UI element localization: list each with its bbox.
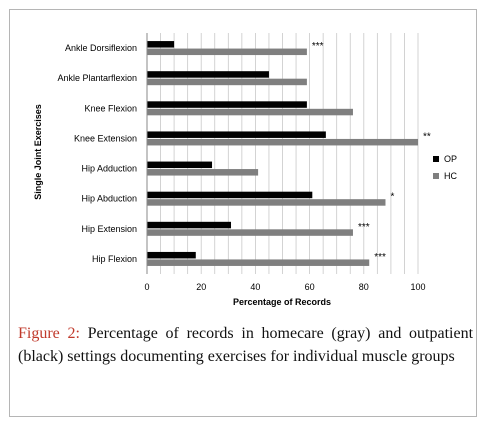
bar-hc-ankle-dorsiflexion <box>147 48 307 56</box>
category-label: Hip Extension <box>81 224 137 234</box>
category-labels: Ankle Dorsiflexion Ankle Plantarflexion Kn… <box>57 43 137 264</box>
legend-label-op: OP <box>444 154 457 164</box>
bar-hc-ankle-plantarflexion <box>147 78 307 86</box>
bar-op-hip-adduction <box>147 161 213 169</box>
y-axis-label: Single Joint Exercises <box>33 104 43 200</box>
grid-lines <box>160 33 419 274</box>
category-label: Hip Adduction <box>81 164 137 174</box>
figure-label: Figure 2: <box>18 325 80 342</box>
bar-op-ankle-plantarflexion <box>147 71 269 78</box>
x-tick-label: 40 <box>250 282 260 292</box>
x-tick-labels: 0 20 40 60 80 100 <box>144 282 425 292</box>
bar-op-hip-abduction <box>147 191 313 199</box>
x-tick-label: 60 <box>305 282 315 292</box>
category-label: Hip Abduction <box>81 194 137 204</box>
bar-hc-hip-extension <box>147 229 353 236</box>
bar-hc-knee-flexion <box>147 108 353 116</box>
legend-label-hc: HC <box>444 171 457 181</box>
legend: OP HC <box>433 154 457 181</box>
significance-mark: *** <box>312 41 324 52</box>
significance-mark: *** <box>374 252 386 263</box>
x-tick-label: 80 <box>359 282 369 292</box>
significance-mark: ** <box>423 131 431 142</box>
bars <box>147 41 418 266</box>
significance-mark: *** <box>358 222 370 233</box>
legend-swatch-op <box>433 156 439 162</box>
bar-op-knee-extension <box>147 131 326 138</box>
bar-hc-knee-extension <box>147 138 418 146</box>
category-label: Hip Flexion <box>92 254 137 264</box>
bar-hc-hip-adduction <box>147 169 259 176</box>
category-label: Ankle Dorsiflexion <box>65 43 137 53</box>
bar-chart: Ankle Dorsiflexion Ankle Plantarflexion Kn… <box>33 33 457 307</box>
category-label: Ankle Plantarflexion <box>57 73 137 83</box>
caption-text: Percentage of records in homecare (gray)… <box>18 325 474 365</box>
x-tick-label: 0 <box>144 282 149 292</box>
bar-op-hip-extension <box>147 221 232 229</box>
figure-caption: Figure 2: Percentage of records in homec… <box>18 322 473 368</box>
category-label: Knee Extension <box>74 133 137 143</box>
bar-hc-hip-abduction <box>147 199 386 206</box>
bar-op-hip-flexion <box>147 251 196 259</box>
bar-hc-hip-flexion <box>147 259 370 266</box>
x-axis-label: Percentage of Records <box>233 297 331 307</box>
category-label: Knee Flexion <box>84 103 137 113</box>
legend-swatch-hc <box>433 173 439 179</box>
bar-op-knee-flexion <box>147 101 307 108</box>
x-tick-label: 100 <box>410 282 425 292</box>
significance-mark: * <box>390 192 394 203</box>
significance-annotations: ************ <box>312 41 431 263</box>
x-tick-label: 20 <box>196 282 206 292</box>
bar-op-ankle-dorsiflexion <box>147 41 175 48</box>
